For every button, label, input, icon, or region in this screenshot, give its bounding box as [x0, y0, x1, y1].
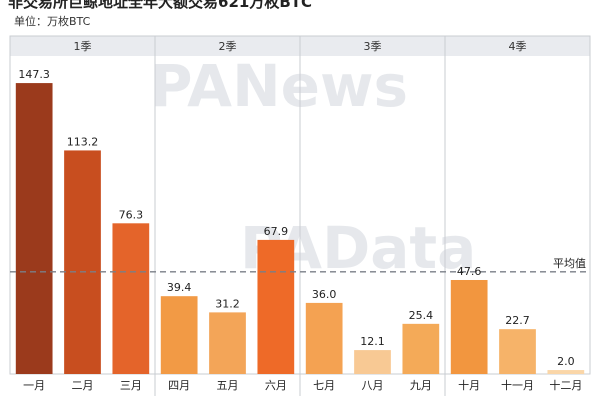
category-label: 九月 — [410, 379, 432, 392]
value-label: 39.4 — [167, 281, 192, 294]
bar — [112, 223, 150, 374]
bars — [15, 83, 585, 375]
value-label: 25.4 — [409, 309, 434, 322]
bar — [547, 370, 585, 374]
quarter-label: 1季 — [74, 40, 92, 53]
value-label: 67.9 — [264, 225, 289, 238]
bar — [257, 239, 295, 374]
quarter-label: 4季 — [509, 40, 527, 53]
unit-label: 单位：万枚BTC — [14, 15, 91, 28]
category-label: 二月 — [72, 379, 94, 392]
value-label: 36.0 — [312, 288, 337, 301]
value-label: 147.3 — [18, 68, 50, 81]
category-label: 八月 — [362, 379, 384, 392]
value-label: 31.2 — [215, 297, 240, 310]
chart-title: 非交易所巨鲸地址全年大额交易621万枚BTC — [8, 0, 312, 11]
value-label: 76.3 — [119, 208, 144, 221]
category-label: 七月 — [313, 379, 335, 392]
quarter-label: 3季 — [364, 40, 382, 53]
category-label: 五月 — [217, 379, 239, 392]
category-label: 十一月 — [501, 378, 534, 392]
category-label: 一月 — [23, 379, 45, 392]
average-line-group: 平均值 — [10, 257, 590, 273]
category-label: 六月 — [265, 379, 287, 392]
value-label: 2.0 — [557, 355, 575, 368]
average-label: 平均值 — [553, 257, 586, 270]
labels: 147.3 一月 113.2 二月 76.3 三月 39.4 四月 31.2 五月 67.9 六月 36… — [18, 68, 582, 392]
category-label: 四月 — [168, 379, 190, 392]
bar — [64, 150, 101, 374]
bar — [160, 296, 198, 374]
value-label: 22.7 — [505, 314, 530, 327]
quarter-dividers — [9, 35, 591, 396]
bar — [402, 323, 440, 374]
bar — [15, 83, 53, 375]
bar — [305, 302, 343, 374]
category-label: 十月 — [458, 378, 480, 392]
quarter-label: 2季 — [219, 40, 237, 53]
value-label: 47.6 — [457, 265, 482, 278]
value-label: 113.2 — [67, 135, 99, 148]
value-label: 12.1 — [360, 335, 385, 348]
bar — [450, 279, 488, 374]
category-label: 十二月 — [549, 378, 582, 392]
watermark-panews: PANews — [150, 52, 408, 120]
bar — [209, 312, 246, 374]
bar — [499, 329, 536, 374]
bar — [354, 350, 391, 374]
category-label: 三月 — [120, 379, 142, 392]
watermark-layer: PANews PAData — [150, 52, 476, 282]
